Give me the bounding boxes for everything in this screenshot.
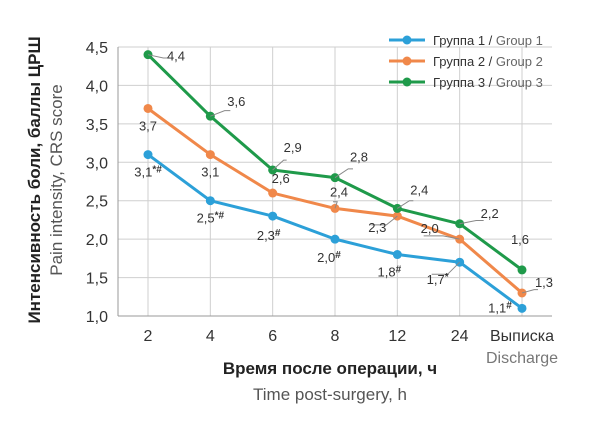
data-label: 1,7* — [427, 272, 449, 287]
label-leader — [147, 54, 170, 59]
data-point — [205, 150, 215, 160]
label-leader — [371, 215, 398, 226]
label-leader — [431, 261, 461, 275]
legend-item: Группа 1 / Group 1 — [389, 33, 543, 48]
label-leader — [334, 168, 353, 179]
data-label: 2,2 — [481, 206, 499, 221]
data-label: 2,4 — [410, 182, 428, 197]
x-tick-label: 8 — [331, 328, 340, 345]
data-label: 1,6 — [511, 232, 529, 247]
data-point — [205, 196, 215, 206]
x-tick-label: 4 — [206, 328, 215, 345]
x-axis-title-en: Time post-surgery, h — [253, 385, 407, 404]
data-point — [330, 234, 340, 244]
x-tick-label: 6 — [268, 328, 277, 345]
label-leader — [521, 289, 538, 294]
x-tick-sublabel: Discharge — [486, 350, 558, 367]
data-label: 1,8# — [378, 265, 402, 280]
data-label: 4,4 — [167, 49, 185, 64]
axes — [117, 47, 552, 317]
legend-label: Группа 3 / Group 3 — [433, 75, 543, 90]
y-axis-title-ru: Интенсивность боли, баллы ЦРШ — [25, 36, 44, 323]
legend-label: Группа 2 / Group 2 — [433, 54, 543, 69]
data-point — [268, 188, 278, 198]
data-label: 2,6 — [272, 171, 290, 186]
data-point — [143, 103, 153, 113]
data-label: 2,0# — [317, 250, 341, 265]
x-axis-title-ru: Время после операции, ч — [223, 359, 437, 378]
y-tick-label: 3,0 — [86, 155, 108, 172]
x-tick-label: 2 — [144, 328, 153, 345]
data-label: 2,9 — [284, 140, 302, 155]
label-leader — [397, 200, 414, 209]
legend-marker — [402, 77, 412, 87]
data-label: 3,1 — [201, 165, 219, 180]
legend-marker — [402, 56, 412, 66]
y-tick-label: 3,5 — [86, 117, 108, 134]
y-axis-title: Интенсивность боли, баллы ЦРШ Pain inten… — [25, 36, 66, 323]
data-point — [517, 303, 527, 313]
data-label: 2,0 — [421, 221, 439, 236]
data-point — [268, 211, 278, 221]
data-label: 2,8 — [350, 150, 368, 165]
data-labels: 3,1*# 2,5*# 2,3# 2,0# 1,8# 1,7* 1,1# 3,7 3,1 2,6 2… — [134, 49, 553, 316]
label-leader — [333, 201, 338, 209]
y-tick-label: 1,0 — [86, 309, 108, 326]
x-tick-label: 12 — [388, 328, 406, 345]
data-point — [143, 150, 153, 160]
y-tick-label: 4,0 — [86, 78, 108, 95]
label-leader — [272, 159, 287, 171]
y-tick-label: 2,0 — [86, 232, 108, 249]
legend-label: Группа 1 / Group 1 — [433, 33, 543, 48]
data-label: 1,1# — [488, 300, 512, 315]
legend-marker — [402, 35, 412, 45]
label-leader — [210, 110, 231, 117]
data-label: 2,5*# — [197, 211, 225, 226]
legend-item: Группа 2 / Group 2 — [389, 54, 543, 69]
y-tick-labels: 1,0 1,5 2,0 2,5 3,0 3,5 4,0 4,5 — [86, 40, 108, 326]
data-label: 3,1*# — [134, 165, 162, 180]
x-tick-label: Выписка — [490, 328, 554, 345]
label-leader — [459, 219, 484, 225]
legend-item: Группа 3 / Group 3 — [389, 75, 543, 90]
x-axis-title: Время после операции, ч Time post-surger… — [223, 359, 437, 404]
y-tick-label: 2,5 — [86, 194, 108, 211]
y-tick-label: 1,5 — [86, 271, 108, 288]
data-label: 1,3 — [535, 275, 553, 290]
data-label: 2,4 — [330, 184, 348, 199]
data-label: 3,7 — [139, 118, 157, 133]
grid — [118, 46, 552, 317]
y-axis-title-en: Pain intensity, CRS score — [47, 84, 66, 275]
data-point — [517, 265, 527, 275]
data-label: 2,3# — [257, 228, 281, 243]
x-tick-label: 24 — [451, 328, 469, 345]
data-label: 3,6 — [227, 94, 245, 109]
data-point — [392, 250, 402, 260]
y-tick-label: 4,5 — [86, 40, 108, 57]
label-leader — [423, 235, 460, 240]
data-label: 2,3 — [368, 220, 386, 235]
legend: Группа 1 / Group 1 Группа 2 / Group 2 Груп… — [389, 33, 543, 90]
